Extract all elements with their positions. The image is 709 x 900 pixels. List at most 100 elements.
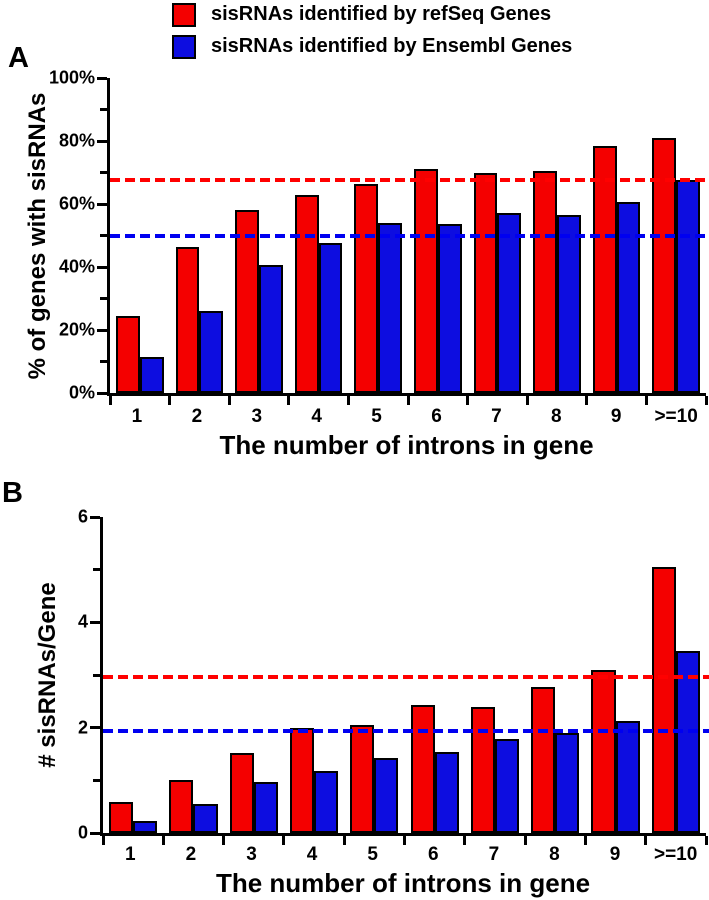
bar-ensembl-9: [615, 720, 640, 833]
bar-ensembl->=10: [676, 180, 700, 393]
bar-ensembl-1: [139, 356, 164, 393]
bar-refseq-7: [470, 706, 495, 833]
y-major-tick: [97, 76, 107, 80]
x-axis-title-b: The number of introns in gene: [215, 868, 591, 898]
bar-groups: [110, 78, 706, 393]
x-axis-title-a: The number of introns in gene: [219, 430, 594, 460]
y-minor-tick: [100, 108, 107, 111]
x-tick-label: 7: [491, 406, 502, 427]
bar-ensembl-3: [253, 782, 278, 833]
bar-ensembl-5: [374, 757, 399, 833]
bar-group-9: [585, 517, 645, 833]
bar-refseq-8: [531, 686, 556, 833]
bar-group-7: [465, 517, 525, 833]
y-major-tick: [90, 726, 100, 730]
y-minor-tick: [93, 673, 100, 677]
x-axis-tick: [168, 396, 172, 405]
x-axis-tick: [463, 836, 467, 845]
y-minor-tick: [93, 568, 100, 572]
bar-group->=10: [646, 517, 706, 833]
legend-item-refseq: sisRNAs identified by refSeq Genes: [172, 2, 572, 27]
bar-group-7: [468, 78, 528, 393]
x-axis-tick-labels-a: 1 2 3 4 5 6 7 8 9 >=10: [107, 406, 706, 428]
bar-ensembl-2: [193, 804, 218, 833]
refseq-average-line: [110, 178, 709, 183]
y-axis-tick-labels-b: 0 2 4 6: [77, 507, 100, 843]
y-minor-tick: [100, 171, 107, 174]
y-minor-tick: [100, 360, 107, 363]
bar-group-2: [163, 517, 223, 833]
panel-label-a: A: [8, 42, 29, 74]
x-tick-label: >=10: [654, 406, 698, 427]
bar-refseq-9: [592, 145, 617, 393]
y-major-tick: [97, 328, 107, 332]
x-axis-tick: [406, 396, 410, 405]
y-tick-label: 80%: [58, 130, 95, 151]
bar-ensembl-4: [318, 243, 343, 393]
y-major-tick: [97, 265, 107, 269]
y-major-tick: [97, 391, 107, 395]
ensembl-average-line: [110, 233, 709, 238]
bar-refseq->=10: [652, 137, 677, 393]
x-tick-label: 9: [609, 844, 621, 865]
x-axis-tick: [525, 396, 529, 405]
y-tick-label: 0%: [68, 382, 95, 403]
x-tick-label: 3: [246, 844, 257, 865]
y-tick-label: 6: [77, 506, 88, 527]
x-axis-tick: [101, 836, 105, 845]
bar-group-1: [110, 78, 170, 393]
bar-group->=10: [646, 78, 706, 393]
bar-refseq-6: [413, 169, 438, 393]
x-tick-label: 8: [549, 844, 560, 865]
bar-ensembl-6: [437, 224, 462, 393]
bar-group-8: [525, 517, 585, 833]
legend: sisRNAs identified by refSeq Genes sisRN…: [172, 2, 572, 59]
y-minor-tick: [100, 234, 107, 237]
bar-refseq-9: [591, 669, 616, 833]
y-tick-label: 0: [77, 822, 88, 843]
y-major-tick: [97, 139, 107, 143]
x-axis-tick: [287, 396, 291, 405]
y-tick-label: 2: [77, 717, 88, 738]
x-tick-label: 7: [488, 844, 500, 865]
x-axis-tick: [585, 396, 589, 405]
bar-refseq->=10: [651, 567, 676, 833]
x-axis-tick: [108, 396, 112, 405]
x-tick-label: 4: [306, 844, 318, 865]
legend-label-ensembl: sisRNAs identified by Ensembl Genes: [211, 35, 573, 57]
x-tick-label: 6: [431, 406, 442, 427]
x-axis-tick: [583, 836, 587, 845]
x-tick-label: 8: [551, 406, 562, 427]
bar-ensembl-8: [556, 215, 581, 393]
bar-ensembl-2: [199, 311, 224, 393]
bar-refseq-6: [410, 705, 435, 833]
bar-ensembl-5: [378, 222, 402, 393]
bar-ensembl-7: [497, 213, 522, 393]
x-tick-label: 9: [610, 406, 622, 427]
x-tick-label: 4: [311, 406, 322, 427]
plot-area-b: [90, 515, 709, 845]
refseq-color-swatch: [172, 2, 196, 27]
x-tick-label: 1: [125, 844, 136, 865]
x-axis-tick: [346, 396, 350, 405]
x-tick-label: 5: [367, 844, 378, 865]
bar-group-3: [224, 517, 284, 833]
bar-ensembl-3: [258, 265, 283, 393]
x-tick-label: 6: [427, 844, 439, 865]
x-axis-tick: [644, 836, 648, 845]
bar-group-6: [408, 78, 468, 393]
x-axis-tick: [644, 396, 648, 405]
y-tick-label: 40%: [58, 256, 95, 277]
panel-label-b: B: [2, 477, 23, 509]
bar-groups: [103, 517, 706, 833]
bar-group-1: [103, 517, 163, 833]
y-major-tick: [90, 515, 100, 519]
x-axis-tick: [161, 836, 165, 845]
bar-refseq-5: [350, 725, 375, 833]
y-major-tick: [97, 202, 107, 206]
bar-group-6: [404, 517, 464, 833]
bar-refseq-2: [169, 780, 194, 833]
x-axis-tick: [282, 836, 286, 845]
refseq-average-line: [103, 674, 709, 679]
y-axis-tick-labels-a: 0% 20% 40% 60% 80% 100%: [49, 68, 107, 403]
